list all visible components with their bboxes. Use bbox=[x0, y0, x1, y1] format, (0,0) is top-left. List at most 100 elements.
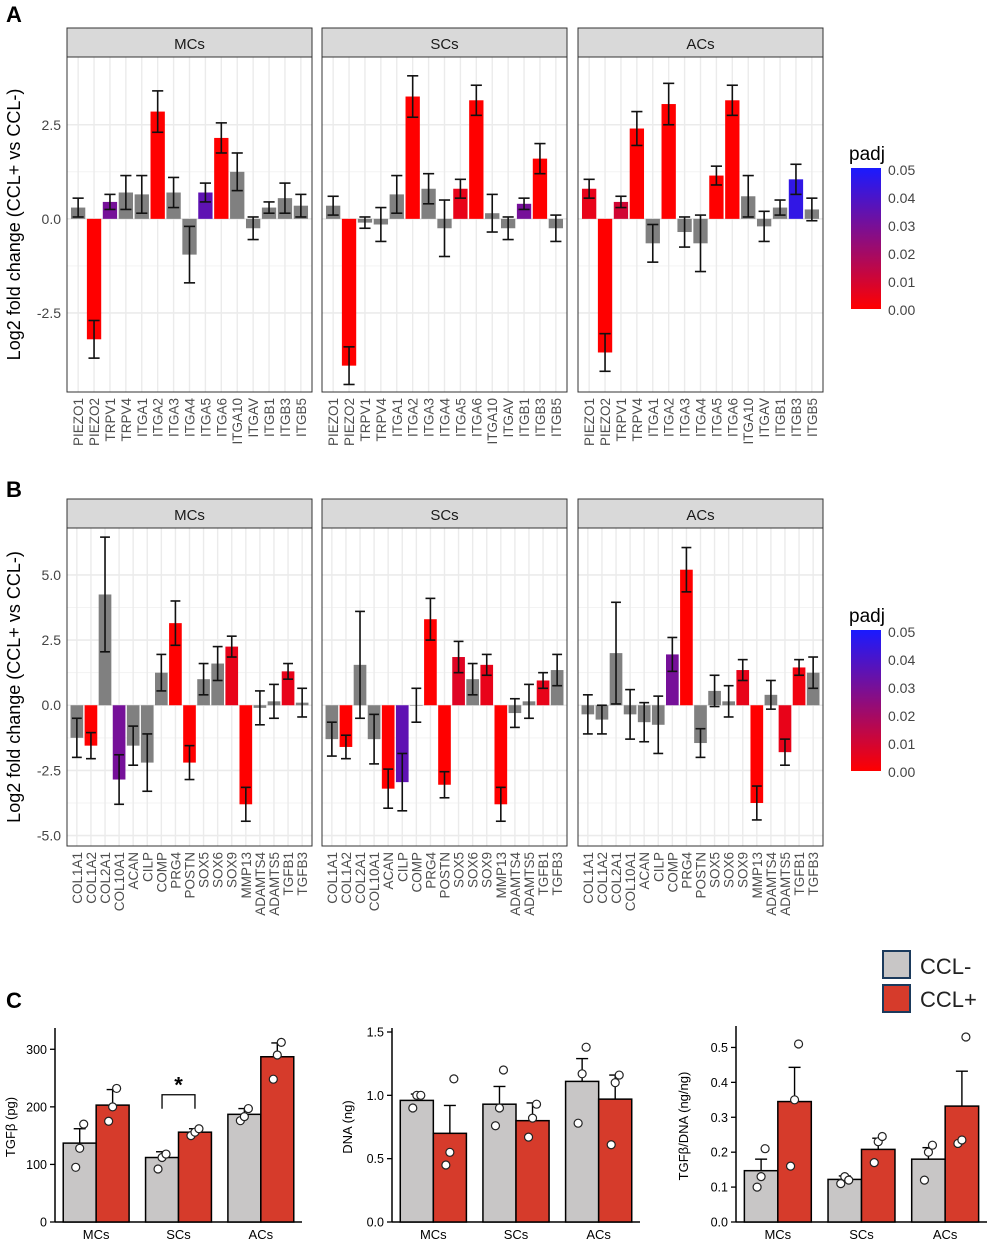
y-tick-label: 2.5 bbox=[42, 117, 62, 133]
bar-ccl-minus bbox=[399, 1099, 435, 1223]
panel-border bbox=[577, 56, 824, 393]
y-tick-label: 0.4 bbox=[711, 1076, 728, 1090]
x-tick-label: CILP bbox=[651, 852, 666, 882]
facet-scs: SCs PIEZO1 PIEZO2 TRPV1 TRPV4 ITGA1 ITGA2 ITGA3… bbox=[321, 27, 568, 446]
colorbar-tick-b-0: 0.05 bbox=[888, 624, 915, 640]
bar bbox=[211, 663, 224, 706]
x-tick-label: COL1A2 bbox=[339, 852, 354, 904]
data-point bbox=[79, 1119, 89, 1129]
bar-ccl-plus bbox=[177, 1131, 213, 1223]
bar bbox=[581, 188, 597, 219]
data-point bbox=[153, 1164, 163, 1174]
bar bbox=[183, 705, 196, 763]
facet-mcs: MCs COL1A1 COL1A2 COL2A1 COL10A1 ACAN CILP COMP… bbox=[66, 498, 313, 916]
x-tick-label: COMP bbox=[154, 852, 169, 893]
x-tick-label: ITGA10 bbox=[230, 398, 245, 445]
x-tick-label: CILP bbox=[395, 852, 410, 882]
colorbar-tick-a-0: 0.05 bbox=[888, 162, 915, 178]
bar bbox=[339, 705, 353, 747]
x-tick-label: SOX9 bbox=[225, 852, 240, 888]
data-point bbox=[445, 1147, 455, 1157]
x-tick-label: TRPV4 bbox=[374, 398, 389, 442]
panel-border bbox=[577, 527, 824, 847]
x-tick-label: SCs bbox=[504, 1227, 529, 1242]
data-point bbox=[523, 1132, 534, 1142]
colorbar-a: padj 0.05 0.04 0.03 0.02 0.01 0.00 bbox=[849, 144, 915, 318]
x-tick-label: ITGA2 bbox=[406, 398, 421, 437]
bar-ccl-plus bbox=[95, 1104, 130, 1223]
chart-c-tgfb: TGFβ (pg) 0 100 200 300 MCs SCs * ACs bbox=[3, 1028, 302, 1242]
data-point bbox=[573, 1118, 583, 1128]
bar-ccl-plus bbox=[777, 1100, 813, 1223]
significance-bracket bbox=[161, 1094, 196, 1109]
bar bbox=[516, 203, 532, 219]
x-tick-label: ITGA4 bbox=[183, 398, 198, 438]
bar bbox=[239, 705, 253, 805]
x-tick-label: ITGA4 bbox=[694, 398, 709, 438]
bar bbox=[452, 657, 465, 706]
data-point bbox=[752, 1182, 762, 1192]
x-tick-label: SOX6 bbox=[466, 852, 481, 888]
data-point bbox=[194, 1124, 204, 1134]
panel-letter-b: B bbox=[6, 477, 22, 502]
data-point bbox=[243, 1103, 253, 1114]
colorbar-title-b: padj bbox=[849, 606, 885, 627]
bar bbox=[750, 705, 764, 803]
colorbar-tick-b-1: 0.04 bbox=[888, 652, 915, 668]
data-point bbox=[793, 1039, 804, 1049]
x-tick-label: PIEZO2 bbox=[87, 398, 102, 446]
facet-strip-label: MCs bbox=[174, 507, 205, 524]
data-point bbox=[581, 1042, 591, 1052]
data-point bbox=[869, 1158, 879, 1168]
x-tick-label: COL2A1 bbox=[353, 852, 368, 904]
bar bbox=[225, 646, 239, 706]
y-tick-label: 5.0 bbox=[42, 567, 62, 583]
bar bbox=[709, 175, 724, 219]
x-tick-label: ITGA6 bbox=[214, 398, 229, 437]
bar-ccl-plus bbox=[260, 1056, 295, 1223]
bar bbox=[613, 201, 629, 219]
x-tick-label: ACAN bbox=[126, 852, 141, 890]
x-tick-label: ADAMTS5 bbox=[778, 852, 793, 916]
colorbar-tick-b-4: 0.01 bbox=[888, 736, 915, 752]
x-tick-label: COL1A2 bbox=[595, 852, 610, 904]
x-tick-label: ACAN bbox=[637, 852, 652, 890]
y-tick-label: 0.5 bbox=[711, 1041, 728, 1055]
x-tick-label: ACAN bbox=[381, 852, 396, 890]
bar bbox=[597, 218, 613, 353]
bar-ccl-minus bbox=[227, 1113, 262, 1223]
x-tick-label: ITGB3 bbox=[278, 398, 293, 437]
x-tick-label: ITGA1 bbox=[135, 398, 150, 437]
facet-strip bbox=[577, 27, 824, 58]
x-tick-label: MCs bbox=[420, 1227, 447, 1242]
x-tick-label: SOX5 bbox=[197, 852, 212, 888]
colorbar-gradient-b bbox=[851, 630, 881, 771]
y-tick-label: 0.1 bbox=[711, 1181, 728, 1195]
y-axis-label: TGFβ (pg) bbox=[3, 1097, 18, 1157]
bar-ccl-plus bbox=[597, 1098, 633, 1223]
panel-border bbox=[321, 527, 568, 847]
y-tick-label: -2.5 bbox=[37, 762, 61, 778]
bar bbox=[788, 179, 804, 219]
data-point bbox=[836, 1178, 846, 1189]
x-tick-label: ITGA5 bbox=[453, 398, 468, 437]
data-point bbox=[577, 1069, 587, 1079]
x-tick-label: COL1A1 bbox=[581, 852, 596, 904]
x-tick-label: ITGA5 bbox=[709, 398, 724, 437]
data-point bbox=[923, 1147, 934, 1157]
x-tick-label: MCs bbox=[764, 1227, 791, 1242]
x-tick-label: SOX9 bbox=[736, 852, 751, 888]
x-tick-label: ITGA6 bbox=[725, 398, 740, 437]
data-point bbox=[531, 1099, 542, 1109]
bar bbox=[694, 705, 707, 744]
bar bbox=[666, 654, 679, 706]
x-tick-label: COL10A1 bbox=[112, 852, 127, 911]
facet-strip bbox=[321, 27, 568, 58]
panel-border bbox=[66, 527, 313, 847]
bar bbox=[438, 705, 451, 785]
data-point bbox=[112, 1083, 122, 1094]
x-tick-label: MMP13 bbox=[494, 852, 509, 899]
bar-ccl-plus bbox=[432, 1132, 468, 1223]
panel-border bbox=[321, 56, 568, 393]
x-tick-label: ITGB3 bbox=[789, 398, 804, 437]
